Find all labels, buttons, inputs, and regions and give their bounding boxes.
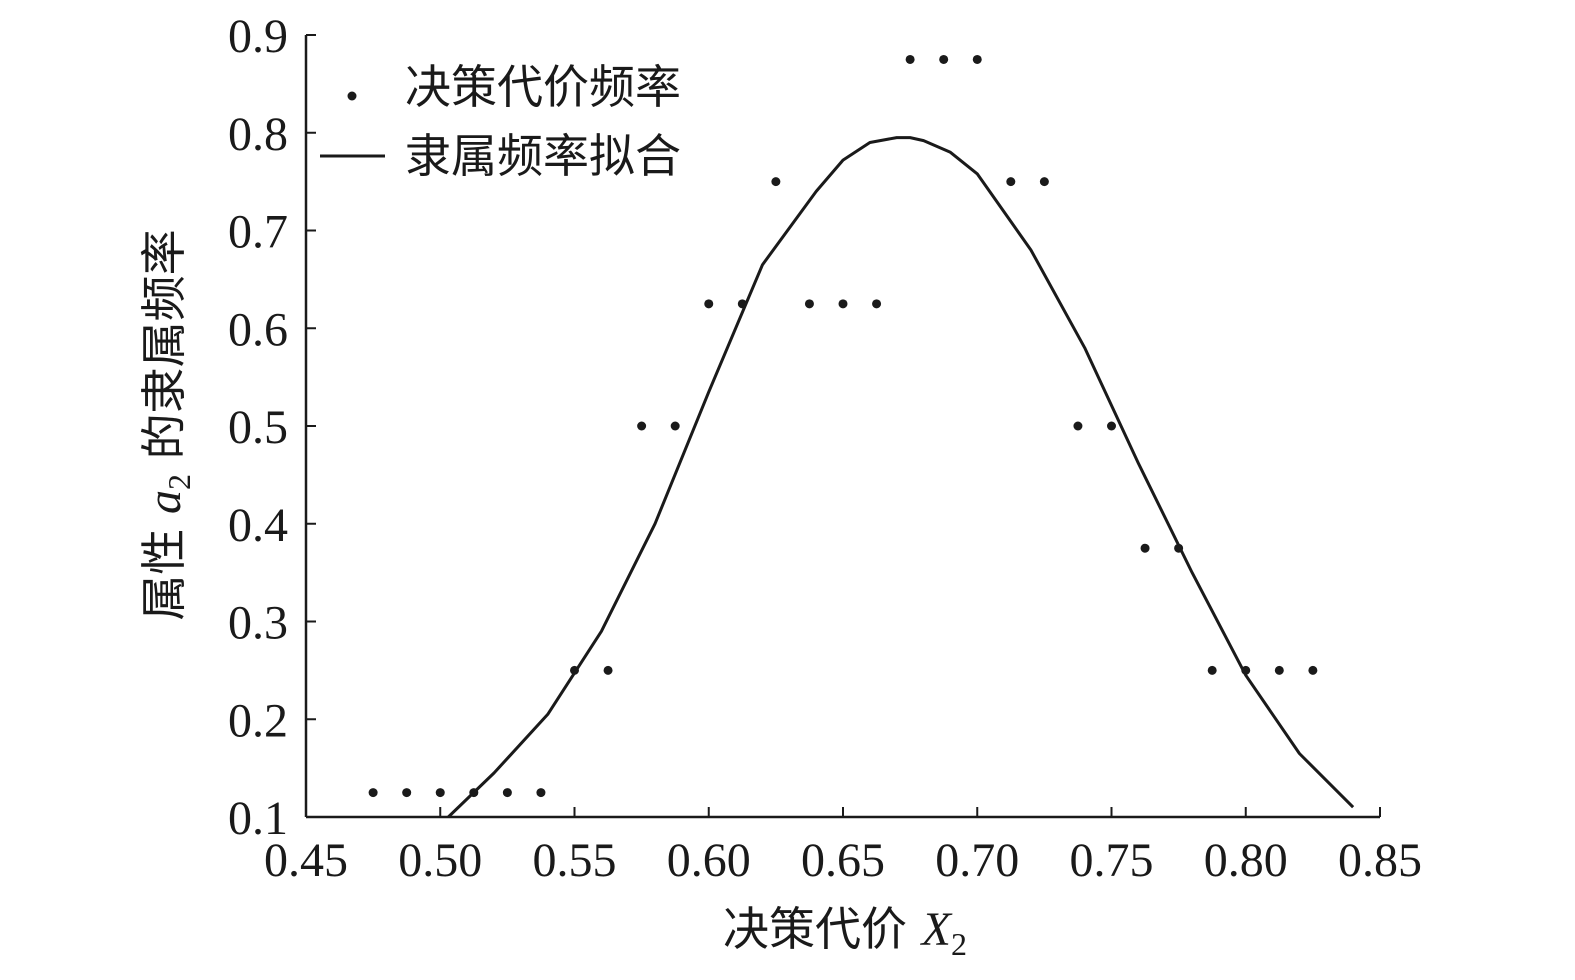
data-point (502, 788, 512, 798)
data-point (704, 299, 714, 309)
data-point (1107, 421, 1116, 431)
legend-point-marker (347, 91, 357, 101)
y-tick-label: 0.5 (228, 401, 288, 454)
data-point (1140, 543, 1150, 553)
data-point (771, 177, 781, 187)
data-point (603, 665, 613, 675)
data-point (435, 788, 445, 798)
data-point (670, 421, 680, 431)
y-axis-label: 属性 a2 的隶属频率 (137, 229, 197, 620)
x-tick-label: 0.45 (264, 834, 348, 887)
data-point (1207, 665, 1217, 675)
legend-label-line: 隶属频率拟合 (405, 129, 681, 183)
y-ticks: 0.1 0.2 0.3 0.4 0.5 0.6 0.7 0.8 0.9 (228, 10, 316, 845)
y-tick-label: 0.2 (228, 694, 288, 747)
data-point (1274, 665, 1284, 675)
data-point (939, 54, 949, 64)
x-tick-label: 0.50 (398, 834, 482, 887)
legend-label-points: 决策代价频率 (405, 60, 681, 114)
fit-curve-line (447, 136, 1355, 819)
data-point (804, 299, 814, 309)
data-point (536, 788, 546, 798)
y-tick-label: 0.9 (228, 10, 288, 63)
data-point (872, 299, 882, 309)
x-tick-label: 0.80 (1204, 834, 1288, 887)
data-point (368, 788, 378, 798)
x-axis-label: 决策代价 X2 (723, 902, 967, 962)
data-point (838, 299, 848, 309)
data-point (905, 54, 915, 64)
data-point (402, 788, 412, 798)
y-tick-label: 0.7 (228, 206, 288, 259)
x-tick-label: 0.70 (935, 834, 1019, 887)
x-tick-label: 0.85 (1338, 834, 1422, 887)
y-tick-label: 0.6 (228, 303, 288, 356)
data-point (1039, 177, 1049, 187)
data-point (637, 421, 647, 431)
x-tick-label: 0.75 (1070, 834, 1154, 887)
x-tick-label: 0.55 (533, 834, 617, 887)
x-tick-label: 0.60 (667, 834, 751, 887)
y-tick-label: 0.4 (228, 499, 288, 552)
data-point (1073, 421, 1083, 431)
legend: 决策代价频率 隶属频率拟合 (320, 60, 681, 183)
y-tick-label: 0.1 (228, 792, 288, 845)
x-tick-label: 0.65 (801, 834, 885, 887)
y-tick-label: 0.3 (228, 597, 288, 650)
plot-area (368, 54, 1355, 819)
data-point (1308, 665, 1318, 675)
data-point (972, 54, 982, 64)
x-ticks: 0.45 0.50 0.55 0.60 0.65 0.70 0.75 0.80 0.85 (264, 807, 1422, 887)
data-point (1006, 177, 1016, 187)
y-tick-label: 0.8 (228, 108, 288, 161)
